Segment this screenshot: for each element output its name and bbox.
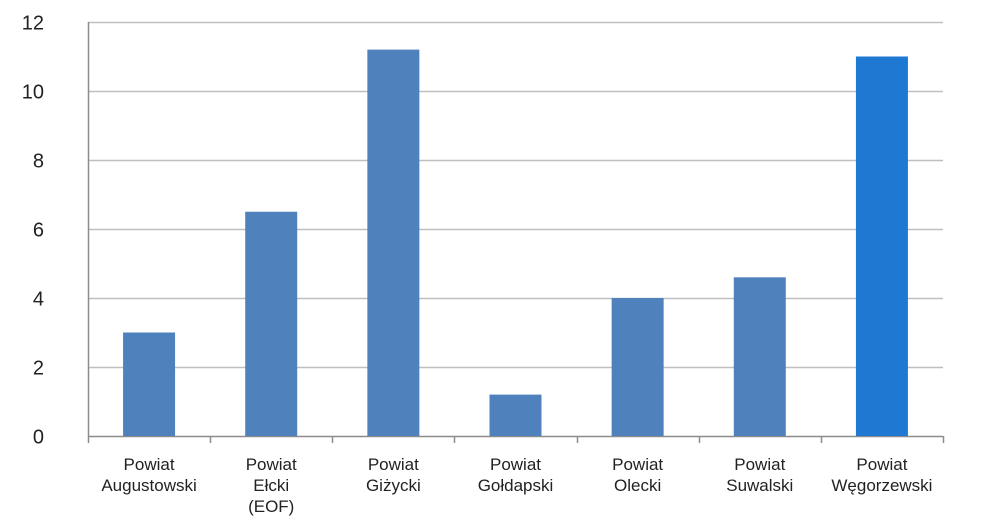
x-category-label: Powiat Suwalski	[726, 455, 793, 495]
gridlines	[88, 21, 943, 369]
bar	[855, 56, 908, 436]
x-category-label-line: Powiat	[734, 455, 785, 474]
bar	[733, 277, 786, 436]
x-category-label: Powiat Gołdapski	[478, 455, 554, 495]
bar	[367, 49, 420, 436]
x-category-label-line: Olecki	[614, 476, 661, 495]
x-category-label-line: Węgorzewski	[831, 476, 932, 495]
y-tick-label: 4	[33, 289, 44, 311]
y-tick-label: 6	[33, 220, 44, 242]
y-tick-label: 10	[22, 82, 44, 104]
y-tick-label: 12	[22, 13, 44, 35]
x-category-label-line: Powiat	[368, 455, 419, 474]
y-axis-tick-labels: 0 2 4 6 8 10 12	[22, 13, 44, 449]
bar	[611, 298, 664, 436]
x-category-label-line: Powiat	[856, 455, 907, 474]
x-axis-category-labels: Powiat Augustowski Powiat Ełcki (EOF) Powiat G…	[101, 455, 932, 516]
bar	[489, 394, 542, 436]
axes	[87, 22, 945, 443]
x-category-label-line: Powiat	[246, 455, 297, 474]
x-category-label-line: Suwalski	[726, 476, 793, 495]
x-category-label: Powiat Giżycki	[366, 455, 421, 495]
x-category-label-line: Powiat	[490, 455, 541, 474]
x-category-label-line: Powiat	[612, 455, 663, 474]
x-category-label-line: Powiat	[124, 455, 175, 474]
y-tick-label: 8	[33, 151, 44, 173]
bars	[123, 49, 908, 436]
x-category-label: Powiat Ełcki (EOF)	[246, 455, 297, 516]
x-category-label-line: Giżycki	[366, 476, 421, 495]
bar	[245, 211, 298, 436]
x-category-label-line: Gołdapski	[478, 476, 554, 495]
x-category-label: Powiat Olecki	[612, 455, 663, 495]
y-tick-label: 2	[33, 358, 44, 380]
x-category-label: Powiat Augustowski	[101, 455, 196, 495]
bar	[123, 332, 176, 436]
x-category-label-line: Ełcki	[253, 476, 289, 495]
x-category-label: Powiat Węgorzewski	[831, 455, 932, 495]
x-category-label-line: (EOF)	[248, 497, 294, 516]
x-category-label-line: Augustowski	[101, 476, 196, 495]
y-tick-label: 0	[33, 427, 44, 449]
